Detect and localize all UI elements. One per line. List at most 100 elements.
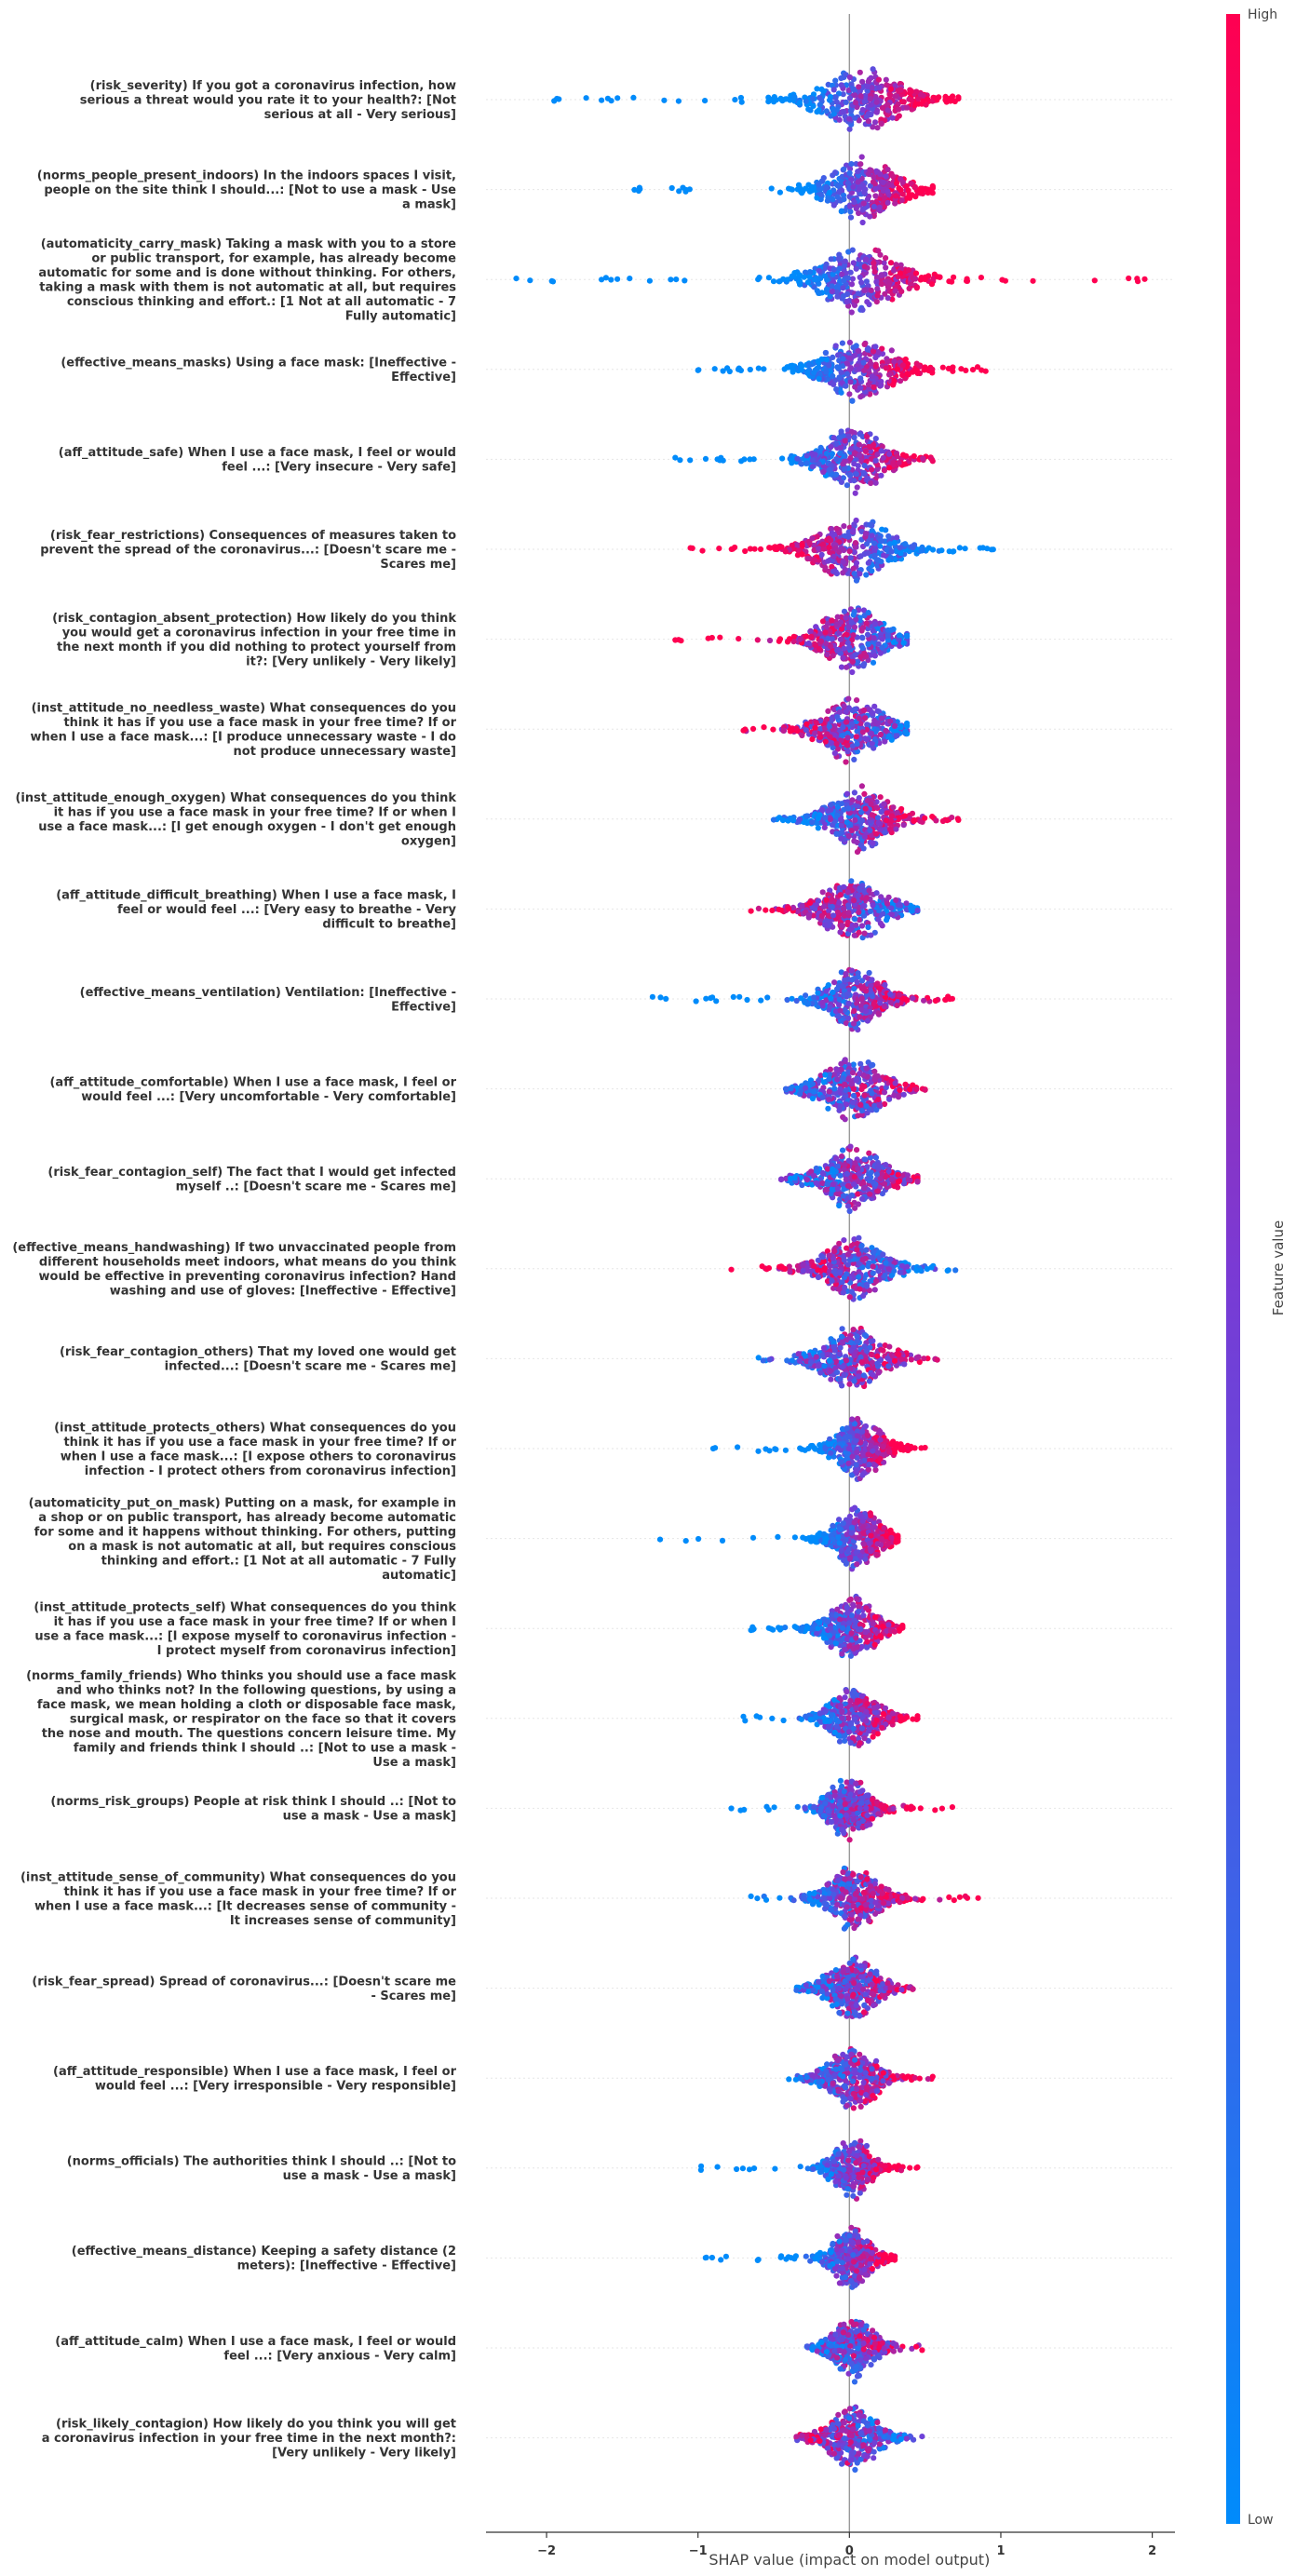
shap-point — [855, 179, 861, 185]
shap-point — [894, 1002, 900, 1009]
shap-point — [910, 1082, 916, 1088]
shap-point — [646, 277, 654, 284]
shap-point — [869, 812, 876, 818]
shap-point — [862, 92, 869, 100]
shap-point — [865, 610, 871, 616]
shap-point — [864, 475, 871, 481]
shap-point — [695, 367, 701, 373]
feature-row-risk_severity — [551, 66, 962, 132]
shap-point — [856, 715, 863, 722]
shap-point — [599, 97, 605, 103]
shap-point — [918, 189, 925, 196]
shap-point — [836, 265, 843, 272]
shap-point — [903, 182, 911, 189]
shap-point — [847, 455, 854, 462]
shap-point — [724, 365, 731, 371]
shap-point — [799, 542, 805, 548]
shap-point — [823, 988, 830, 994]
shap-point — [822, 629, 829, 636]
shap-point — [833, 456, 840, 463]
shap-point — [897, 901, 903, 908]
shap-point — [876, 85, 883, 91]
shap-point — [892, 93, 898, 100]
shap-point — [964, 277, 971, 284]
shap-point — [856, 186, 862, 193]
shap-point — [702, 98, 709, 104]
shap-point — [873, 109, 880, 115]
shap-point — [841, 608, 848, 614]
shap-point — [834, 194, 841, 200]
shap-point — [853, 343, 859, 349]
feature-row-aff_attitude_difficult_breathing — [748, 878, 921, 941]
shap-point — [847, 108, 855, 115]
shap-point — [901, 813, 908, 819]
shap-point — [803, 98, 809, 104]
shap-point — [909, 192, 915, 198]
shap-point — [513, 276, 520, 282]
shap-point — [771, 99, 777, 105]
shap-point — [813, 1180, 819, 1186]
shap-point — [962, 546, 968, 552]
shap-point — [854, 1147, 860, 1153]
shap-point — [876, 1102, 884, 1109]
shap-point — [939, 364, 946, 371]
shap-point — [904, 633, 911, 640]
shap-point — [871, 736, 878, 743]
shap-point — [905, 187, 911, 194]
shap-point — [824, 197, 831, 204]
shap-point — [830, 435, 837, 441]
shap-point — [830, 271, 836, 277]
shap-point — [776, 636, 784, 642]
shap-point — [869, 533, 875, 539]
shap-point — [784, 364, 790, 371]
shap-point — [935, 274, 941, 280]
shap-point — [796, 184, 803, 191]
shap-point — [872, 355, 879, 361]
shap-point — [894, 809, 900, 816]
shap-point — [812, 642, 819, 649]
shap-point — [828, 443, 834, 451]
feature-row-effective_means_handwashing — [728, 1234, 959, 1302]
shap-point — [933, 817, 939, 824]
shap-point — [851, 478, 857, 484]
feature-row-effective_means_masks — [695, 339, 989, 404]
shap-point — [842, 1081, 848, 1087]
shap-point — [836, 1107, 843, 1113]
shap-point — [812, 724, 818, 732]
shap-point — [833, 740, 840, 748]
shap-point — [844, 991, 851, 997]
shap-point — [861, 930, 868, 937]
shap-point — [879, 104, 886, 111]
shap-point — [686, 186, 693, 193]
shap-point — [840, 1075, 846, 1082]
shap-point — [849, 668, 856, 676]
shap-point — [852, 916, 858, 923]
shap-point — [856, 929, 862, 936]
shap-point — [687, 545, 694, 551]
shap-point — [844, 482, 851, 489]
shap-point — [825, 1105, 831, 1112]
shap-point — [803, 452, 810, 459]
shap-point — [872, 193, 879, 199]
shap-point — [853, 560, 860, 566]
shap-point — [911, 184, 918, 191]
shap-point — [898, 186, 904, 194]
shap-point — [905, 267, 912, 274]
shap-point — [869, 977, 875, 983]
shap-point — [872, 93, 879, 101]
shap-point — [846, 339, 854, 345]
shap-point — [846, 548, 853, 555]
shap-point — [829, 903, 836, 910]
shap-point — [870, 902, 876, 909]
shap-point — [836, 374, 843, 381]
shap-point — [836, 116, 843, 123]
shap-point — [840, 654, 846, 661]
shap-point — [859, 306, 866, 313]
shap-point — [884, 810, 890, 816]
shap-point — [856, 209, 862, 217]
shap-point — [841, 645, 847, 652]
shap-point — [850, 565, 857, 572]
shap-point — [828, 802, 834, 808]
shap-point — [819, 889, 826, 896]
shap-point — [848, 161, 855, 168]
